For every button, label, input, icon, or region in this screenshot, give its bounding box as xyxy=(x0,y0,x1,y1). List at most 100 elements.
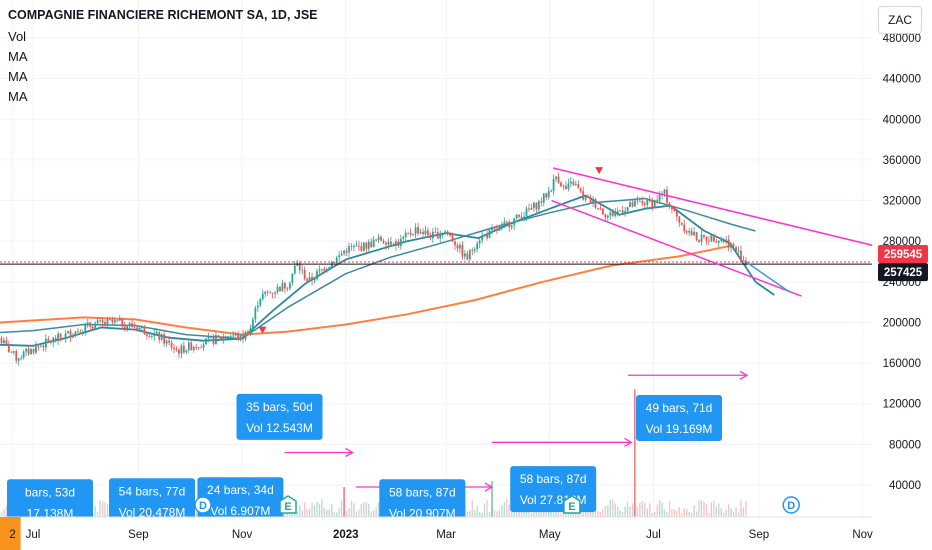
candle-body xyxy=(417,227,419,234)
candle-body xyxy=(22,351,25,358)
time-tick-label: 2023 xyxy=(333,529,359,541)
candle-body xyxy=(328,266,331,270)
time-axis[interactable]: 2 Jul Sep Nov 2023 Mar May Jul Sep Nov xyxy=(0,516,873,550)
indicator-ma-label[interactable]: MA xyxy=(8,89,28,104)
measure-box[interactable]: 49 bars, 71d Vol 19.169M xyxy=(636,394,722,441)
dividend-event-marker[interactable]: D xyxy=(194,496,212,514)
indicator-vol-label[interactable]: Vol xyxy=(8,29,27,44)
currency-button[interactable]: ZAC xyxy=(878,6,922,34)
candle-body xyxy=(301,269,304,271)
measure-arrows xyxy=(284,370,749,492)
candle-body xyxy=(510,225,513,228)
candle-body xyxy=(200,347,203,349)
candle-body xyxy=(468,250,471,260)
candle-body xyxy=(12,351,15,353)
candle-body xyxy=(700,234,703,242)
candle-body xyxy=(710,234,713,242)
volume-bar xyxy=(368,503,370,517)
volume-bar xyxy=(584,508,587,517)
price-tick-label: 360000 xyxy=(883,155,921,167)
indicator-ma-label[interactable]: MA xyxy=(8,49,28,64)
volume-bar xyxy=(498,509,501,517)
candle-body xyxy=(584,196,587,200)
earnings-event-marker[interactable]: E xyxy=(279,495,297,514)
volume-bar xyxy=(303,502,306,517)
volume-bar xyxy=(725,509,727,517)
volume-bar xyxy=(624,506,626,517)
candle-body xyxy=(486,234,488,239)
volume-bar xyxy=(703,501,705,517)
candle-body xyxy=(594,199,597,209)
volume-bar xyxy=(372,510,375,517)
volume-bar xyxy=(681,512,683,517)
candle-body xyxy=(616,210,619,213)
earnings-marker-shape xyxy=(279,495,297,514)
candle-body xyxy=(54,337,57,341)
candle-body xyxy=(722,240,725,243)
indicator-ma-label[interactable]: MA xyxy=(8,69,28,84)
volume-bar xyxy=(360,504,363,517)
measure-box[interactable]: 24 bars, 34d Vol 6.907M xyxy=(197,477,284,524)
candle-body xyxy=(708,240,710,242)
candle-body xyxy=(399,238,402,247)
candle-body xyxy=(146,333,148,336)
candle-body xyxy=(498,226,501,231)
sell-signal-marker xyxy=(595,167,604,175)
candle-body xyxy=(367,241,370,249)
volume-bar xyxy=(661,502,663,517)
candle-body xyxy=(461,244,464,257)
measure-box[interactable]: 35 bars, 50d Vol 12.543M xyxy=(236,393,323,440)
volume-bar xyxy=(318,503,321,517)
volume-bar xyxy=(715,506,718,517)
candle-body xyxy=(476,243,479,250)
volume-bar xyxy=(486,499,488,517)
candle-body xyxy=(631,202,634,207)
trend-lines[interactable] xyxy=(551,167,894,297)
candle-body xyxy=(321,268,323,270)
measure-bars-text: 35 bars, 50d xyxy=(246,400,313,414)
volume-bar xyxy=(555,511,557,517)
candle-body xyxy=(150,336,153,337)
time-tick-label: Jul xyxy=(646,529,661,541)
candle-body xyxy=(663,189,666,194)
volume-bar xyxy=(653,511,656,517)
candle-body xyxy=(269,292,272,294)
candle-body xyxy=(360,245,363,251)
candle-body xyxy=(32,348,35,353)
candle-body xyxy=(530,207,533,210)
candle-body xyxy=(261,293,264,300)
dividend-event-marker[interactable]: D xyxy=(782,496,800,514)
volume-spike-bar xyxy=(491,480,493,517)
candle-body xyxy=(370,241,373,248)
candle-body xyxy=(505,221,508,223)
candle-body xyxy=(380,236,382,241)
candle-body xyxy=(365,242,368,249)
candle-body xyxy=(362,242,365,251)
volume-bar xyxy=(686,509,688,517)
candle-body xyxy=(247,331,249,335)
candle-body xyxy=(582,191,585,200)
candle-body xyxy=(624,211,627,214)
candle-body xyxy=(385,242,387,245)
candle-body xyxy=(266,291,269,293)
time-tick-label: Sep xyxy=(749,529,769,541)
measure-box[interactable]: 54 bars, 77d Vol 20.478M xyxy=(109,478,195,525)
time-tick-label: 2 xyxy=(9,529,15,541)
candle-body xyxy=(291,273,294,283)
candle-body xyxy=(525,208,528,217)
event-marker-letter: E xyxy=(284,501,291,513)
candle-body xyxy=(572,181,575,185)
candle-body xyxy=(276,286,279,293)
volume-bar xyxy=(506,499,508,517)
volume-bar xyxy=(333,512,335,517)
earnings-event-marker[interactable]: E xyxy=(563,495,581,514)
volume-bar xyxy=(639,502,641,517)
volume-bar xyxy=(602,508,604,517)
candle-body xyxy=(357,245,360,247)
volume-bar xyxy=(284,513,286,517)
candle-body xyxy=(658,194,661,202)
candle-body xyxy=(377,236,380,241)
